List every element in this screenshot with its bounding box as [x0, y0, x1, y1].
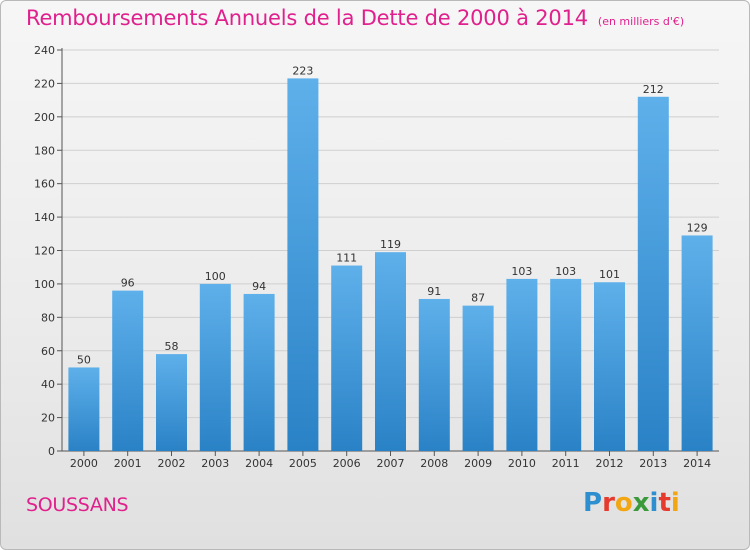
x-tick-label: 2011 [552, 457, 580, 470]
logo-letter: r [602, 488, 615, 518]
y-tick-label: 160 [34, 178, 55, 191]
data-labels: 50 96 58 100 94 223 111 119 91 87 103 103 101 212 129 [77, 64, 708, 366]
data-label: 223 [292, 64, 313, 77]
logo-letter: o [614, 488, 633, 518]
x-tick-label: 2007 [377, 457, 405, 470]
data-label: 91 [427, 285, 441, 298]
y-tick-label: 200 [34, 111, 55, 124]
data-label: 103 [555, 265, 576, 278]
bar [287, 78, 319, 451]
y-tick-label: 140 [34, 211, 55, 224]
bar [594, 282, 625, 451]
x-tick-label: 2009 [464, 457, 492, 470]
logo-letter: i [670, 488, 680, 518]
bar [462, 305, 494, 451]
x-tick-label: 2001 [114, 457, 142, 470]
proxiti-logo: Proxiti [583, 488, 680, 518]
y-tick-label: 20 [41, 412, 55, 425]
data-label: 87 [471, 292, 485, 305]
data-label: 111 [336, 252, 357, 265]
x-tick-label: 2014 [683, 457, 711, 470]
x-tick-label: 2010 [508, 457, 536, 470]
y-tick-label: 240 [34, 44, 55, 57]
x-tick-label: 2012 [596, 457, 624, 470]
x-tick-label: 2006 [333, 457, 361, 470]
x-tick-label: 2008 [420, 457, 448, 470]
x-tick-label: 2013 [639, 457, 667, 470]
bar [418, 298, 450, 451]
x-tick-label: 2004 [245, 457, 273, 470]
y-tick-label: 220 [34, 77, 55, 90]
bar [550, 278, 582, 451]
data-label: 101 [599, 268, 620, 281]
x-tick-label: 2000 [70, 457, 98, 470]
data-label: 103 [511, 265, 532, 278]
logo-letter: i [649, 488, 659, 518]
bar [243, 293, 275, 451]
y-tick-label: 180 [34, 144, 55, 157]
y-tick-label: 100 [34, 278, 55, 291]
data-label: 100 [205, 270, 226, 283]
data-label: 129 [687, 221, 708, 234]
x-tick-label: 2002 [158, 457, 186, 470]
data-label: 212 [643, 83, 664, 96]
bar [637, 96, 669, 452]
x-tick-label: 2003 [201, 457, 229, 470]
bar [156, 354, 187, 451]
y-tick-label: 80 [41, 311, 55, 324]
chart-title: Remboursements Annuels de la Dette de 20… [26, 6, 588, 30]
bars [68, 78, 713, 452]
bar [199, 283, 231, 451]
data-label: 58 [165, 340, 179, 353]
data-label: 94 [252, 280, 266, 293]
bar [681, 235, 713, 451]
y-tick-label: 40 [41, 378, 55, 391]
data-label: 119 [380, 238, 401, 251]
logo-letter: t [658, 488, 671, 518]
x-tick-label: 2005 [289, 457, 317, 470]
y-tick-label: 0 [48, 445, 55, 458]
location-label: SOUSSANS [26, 494, 129, 516]
y-tick-labels: 0 20 40 60 80 100 120 140 160 180 200 220 240 [34, 44, 55, 458]
logo-letter: x [632, 488, 650, 518]
bar [68, 367, 100, 451]
y-tick-label: 60 [41, 345, 55, 358]
bar [506, 278, 538, 451]
y-tick-label: 120 [34, 245, 55, 258]
data-label: 50 [77, 353, 91, 366]
x-tick-labels: 2000 2001 2002 2003 2004 2005 2006 2007 2008 2009… [70, 457, 711, 470]
title-row: Remboursements Annuels de la Dette de 20… [26, 6, 684, 30]
bar [375, 252, 406, 451]
chart-unit: (en milliers d'€) [597, 15, 685, 28]
data-label: 96 [121, 277, 135, 290]
bar [112, 290, 144, 451]
logo-letter: P [583, 488, 603, 518]
bar [331, 265, 363, 451]
